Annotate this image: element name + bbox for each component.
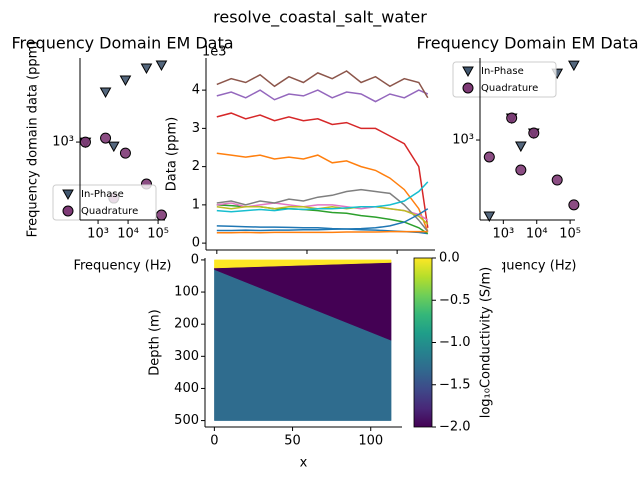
data-line <box>216 152 429 232</box>
y-tick-label: 4 <box>192 83 200 98</box>
point <box>568 60 580 72</box>
x-axis-label: Frequency (Hz) <box>73 259 171 274</box>
x-tick-label: 10³ <box>492 227 514 242</box>
point <box>528 127 540 139</box>
point <box>514 141 527 153</box>
data-line <box>216 208 429 232</box>
x-axis-label: Frequency (Hz) <box>478 259 576 274</box>
x-tick-label: 10³ <box>87 227 109 242</box>
data-line <box>216 112 429 228</box>
point <box>483 211 496 222</box>
colorbar <box>413 257 433 428</box>
legend-marker <box>62 189 74 201</box>
legend-marker <box>462 66 474 78</box>
y-tick-label: 10³ <box>52 135 74 150</box>
x-tick-label: 0 <box>210 434 218 449</box>
point <box>568 199 580 211</box>
point <box>119 147 131 159</box>
point <box>515 164 527 176</box>
x-tick-label: 100 <box>358 434 383 449</box>
conductivity-layer <box>214 259 392 269</box>
point <box>551 174 563 186</box>
y-axis-label: Depth (m) <box>148 309 163 376</box>
data-line <box>216 230 428 234</box>
legend-label: Quadrature <box>481 83 538 94</box>
colorbar-tick-label: −1.0 <box>439 335 471 350</box>
legend-box <box>452 61 557 98</box>
data-line <box>216 206 429 225</box>
axes-title: Frequency Domain EM Data <box>11 34 233 53</box>
point <box>79 136 91 148</box>
point <box>155 60 168 72</box>
colorbar-tick-label: −0.5 <box>439 293 471 308</box>
x-tick-label: 10⁵ <box>559 227 581 242</box>
point <box>155 209 167 221</box>
colorbar-label: log₁₀Conductivity (S/m) <box>479 267 494 419</box>
y-tick-label: 2 <box>192 159 200 174</box>
y-tick-label: 300 <box>174 349 199 364</box>
x-axis-label: x <box>300 456 308 471</box>
legend-marker <box>62 205 74 217</box>
legend-label: Quadrature <box>81 206 138 217</box>
point <box>99 87 112 99</box>
data-line <box>216 188 429 233</box>
point <box>506 112 518 124</box>
data-line <box>216 89 429 103</box>
y-axis-label: Frequency domain data (ppm) <box>26 41 41 238</box>
point <box>100 132 112 144</box>
point <box>119 75 132 87</box>
point <box>140 63 153 75</box>
y-tick-label: 0 <box>192 236 200 251</box>
axes-title: Frequency Domain EM Data <box>416 34 638 53</box>
point <box>483 151 495 163</box>
y-tick-label: 10³ <box>452 133 474 148</box>
x-tick-label: 10⁴ <box>526 227 548 242</box>
colorbar-tick-label: −2.0 <box>439 420 471 435</box>
x-tick-label: 10⁵ <box>147 227 169 242</box>
offset-text: 1e3 <box>202 45 227 60</box>
colorbar-tick-label: −1.5 <box>439 377 471 392</box>
data-line <box>216 181 429 213</box>
colorbar-tick-label: 0.0 <box>439 251 460 266</box>
y-tick-label: 3 <box>192 121 200 136</box>
y-tick-label: 1 <box>192 197 200 212</box>
point <box>107 141 120 153</box>
data-line <box>216 70 429 99</box>
legend-label: In-Phase <box>481 66 524 77</box>
y-tick-label: 400 <box>174 381 199 396</box>
legend-label: In-Phase <box>81 189 124 200</box>
x-tick-label: 10⁴ <box>117 227 139 242</box>
y-tick-label: 0 <box>191 252 199 267</box>
legend-marker <box>462 82 474 94</box>
y-tick-label: 500 <box>174 413 199 428</box>
y-tick-label: 100 <box>174 285 199 300</box>
y-tick-label: 200 <box>174 317 199 332</box>
suptitle: resolve_coastal_salt_water <box>213 8 427 28</box>
y-axis-label: Data (ppm) <box>165 117 180 191</box>
x-tick-label: 50 <box>284 434 301 449</box>
